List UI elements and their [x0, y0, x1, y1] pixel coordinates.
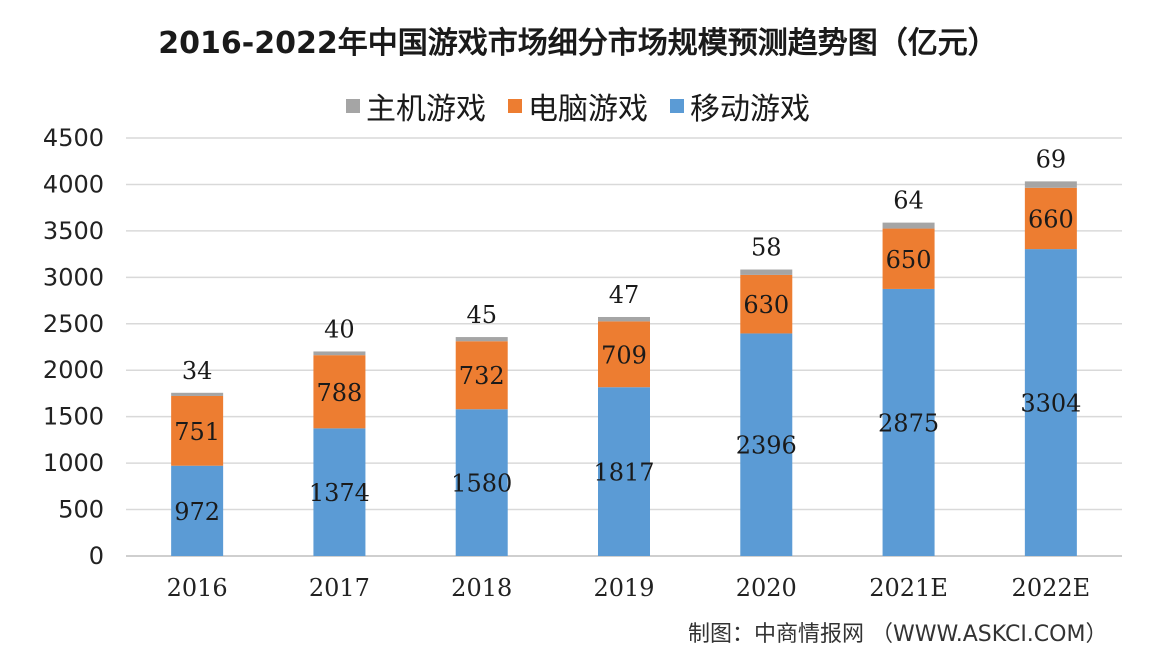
legend-item-console: 主机游戏 [346, 84, 486, 128]
data-label-mobile: 3304 [1020, 390, 1081, 418]
data-label-console: 69 [1036, 145, 1067, 173]
data-label-console: 47 [609, 281, 640, 309]
data-label-console: 64 [893, 187, 924, 215]
data-label-pc: 660 [1028, 205, 1074, 233]
legend-label-mobile: 移动游戏 [690, 92, 810, 127]
bar-segment-mobile [598, 387, 650, 556]
y-tick-label: 0 [89, 542, 104, 570]
x-tick-label: 2016 [167, 574, 228, 602]
bar-segment-pc [598, 321, 650, 388]
data-label-console: 45 [466, 301, 497, 329]
y-tick-label: 1000 [43, 449, 104, 477]
legend-item-pc: 电脑游戏 [508, 84, 648, 128]
legend-swatch-mobile [670, 99, 684, 113]
legend-label-console: 主机游戏 [366, 92, 486, 127]
data-label-pc: 751 [174, 418, 220, 446]
legend-swatch-pc [508, 99, 522, 113]
data-label-pc: 732 [459, 362, 505, 390]
chart-title: 2016-2022年中国游戏市场细分市场规模预测趋势图（亿元） [158, 26, 998, 61]
x-tick-label: 2020 [736, 574, 797, 602]
data-label-mobile: 2875 [878, 409, 939, 437]
x-tick-label: 2021E [869, 574, 948, 602]
bar-segment-console [740, 269, 793, 275]
bar-segment-mobile [740, 333, 793, 556]
y-tick-label: 2500 [43, 310, 104, 338]
data-label-pc: 788 [317, 379, 363, 407]
x-tick-label: 2019 [593, 574, 654, 602]
x-tick-label: 2017 [309, 574, 370, 602]
data-label-pc: 630 [743, 291, 789, 319]
bar-segment-pc [882, 228, 935, 289]
y-tick-label: 500 [58, 496, 104, 524]
bar-segment-pc [313, 355, 366, 429]
y-tick-label: 1500 [43, 403, 104, 431]
bar-segment-pc [1024, 187, 1077, 250]
bar-segment-console [455, 337, 508, 342]
x-tick-label: 2018 [451, 574, 512, 602]
data-label-mobile: 1580 [451, 470, 512, 498]
x-tick-label: 2022E [1012, 574, 1091, 602]
data-label-console: 34 [182, 357, 213, 385]
data-label-pc: 650 [886, 246, 932, 274]
bar-segment-console [598, 316, 650, 322]
bar-segment-mobile [455, 409, 508, 556]
bar-segment-pc [171, 395, 224, 466]
bar-segment-mobile [882, 288, 935, 556]
y-tick-label: 2000 [43, 356, 104, 384]
legend-item-mobile: 移动游戏 [670, 84, 810, 128]
bar-segment-pc [740, 274, 793, 334]
legend-swatch-console [346, 99, 360, 113]
y-tick-label: 4500 [43, 124, 104, 152]
data-label-mobile: 972 [174, 498, 220, 526]
bar-segment-console [171, 392, 224, 396]
y-tick-label: 4000 [43, 170, 104, 198]
legend-label-pc: 电脑游戏 [528, 92, 648, 127]
bar-segment-console [313, 351, 366, 356]
data-label-mobile: 1374 [309, 479, 370, 507]
source-credit: 制图：中商情报网 （WWW.ASKCI.COM） [688, 622, 1108, 647]
data-label-pc: 709 [601, 341, 647, 369]
bar-segment-mobile [1024, 249, 1077, 557]
y-tick-label: 3000 [43, 263, 104, 291]
y-tick-label: 3500 [43, 217, 104, 245]
data-label-mobile: 1817 [593, 459, 654, 487]
legend: 主机游戏 电脑游戏 移动游戏 [0, 84, 1156, 128]
bar-segment-mobile [313, 428, 366, 556]
bar-segment-mobile [171, 465, 224, 556]
data-label-console: 58 [751, 234, 782, 262]
bar-segment-console [1024, 181, 1077, 188]
bar-segment-pc [455, 341, 508, 410]
bar-segment-console [882, 222, 935, 229]
data-label-console: 40 [324, 315, 355, 343]
data-label-mobile: 2396 [736, 432, 797, 460]
